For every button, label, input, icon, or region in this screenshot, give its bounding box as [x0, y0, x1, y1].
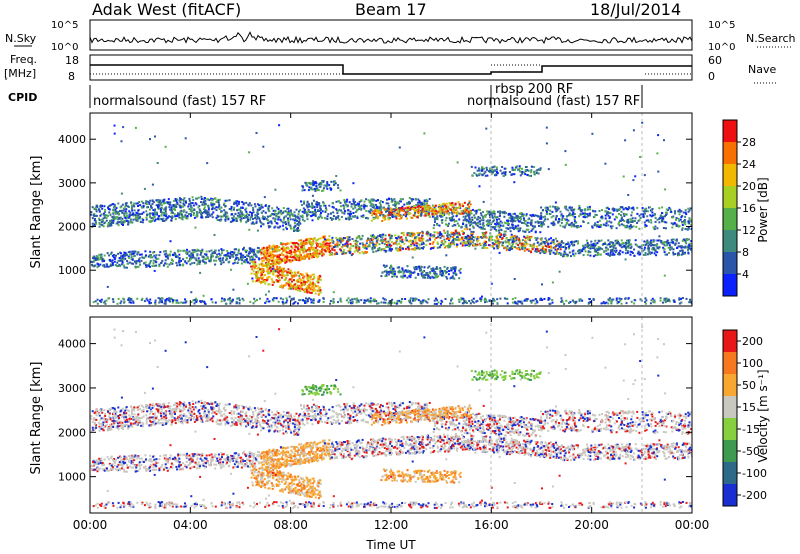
y-tick-label: 1000 [58, 264, 86, 277]
x-tick-label: 20:00 [574, 518, 609, 532]
cpid-label: CPID [8, 91, 37, 104]
x-tick-label: 16:00 [474, 518, 509, 532]
colorbar-segment [723, 374, 737, 396]
nsky-tick-top-right: 10^5 [708, 20, 735, 31]
freq-tick-bottom: 8 [68, 70, 75, 83]
date-label: 18/Jul/2014 [590, 0, 681, 19]
velocity-colorbar-label: Velocity [m s⁻¹] [756, 369, 770, 462]
colorbar-tick: 16 [742, 202, 756, 215]
colorbar-tick: 15 [742, 401, 756, 414]
freq-label: Freq. [10, 53, 37, 66]
cpid-segment-1: normalsound (fast) 157 RF [93, 94, 266, 109]
colorbar-segment [723, 274, 737, 296]
colorbar-segment [723, 462, 737, 484]
y-tick-label: 4000 [58, 338, 86, 351]
y-tick-label: 4000 [58, 133, 86, 146]
x-tick-label: 04:00 [173, 518, 208, 532]
y-tick-label: 3000 [58, 382, 86, 395]
colorbar-tick: 50 [742, 379, 756, 392]
colorbar-tick: 200 [742, 335, 763, 348]
nave-tick-bottom: 0 [708, 70, 715, 83]
x-tick-label: 00:00 [675, 518, 710, 532]
cpid-segment-3: normalsound (fast) 157 RF [467, 94, 640, 109]
colorbar-segment [723, 484, 737, 506]
y-tick-label: 1000 [58, 471, 86, 484]
colorbar-segment [723, 120, 737, 142]
nsky-tick-top: 10^5 [51, 20, 78, 31]
colorbar-tick: 28 [742, 136, 756, 149]
colorbar-segment [723, 352, 737, 374]
colorbar-segment [723, 440, 737, 462]
colorbar-segment [723, 208, 737, 230]
power-colorbar: 4 8 12 16 20 24 28 [722, 119, 756, 297]
colorbar-segment [723, 252, 737, 274]
power-panel: 1000 2000 3000 4000 Slant Range [km] [29, 112, 693, 307]
cpid-panel: CPID normalsound (fast) 157 RF rbsp 200 … [8, 82, 643, 109]
x-tick-label: 00:00 [73, 518, 108, 532]
time-axis-label: Time UT [365, 538, 416, 552]
nsky-tick-bottom: 10^0 [51, 42, 78, 53]
power-colorbar-label: Power [dB] [756, 177, 770, 242]
colorbar-tick: -15 [742, 423, 760, 436]
nsky-panel: N.Sky 10^5 10^0 10^5 10^0 N.Search [5, 19, 796, 53]
nave-label: Nave [748, 63, 776, 76]
y-tick-label: 2000 [58, 426, 86, 439]
nsky-label: N.Sky [5, 32, 37, 45]
nsearch-label: N.Search [746, 32, 796, 45]
colorbar-segment [723, 230, 737, 252]
beam-label: Beam 17 [355, 0, 427, 19]
nave-tick-top: 60 [708, 54, 722, 67]
colorbar-tick: -200 [742, 489, 767, 502]
x-tick-label: 12:00 [374, 518, 409, 532]
colorbar-tick: -100 [742, 467, 767, 480]
colorbar-tick: 4 [742, 268, 749, 281]
colorbar-tick: 100 [742, 357, 763, 370]
colorbar-tick: 20 [742, 180, 756, 193]
colorbar-tick: -50 [742, 445, 760, 458]
colorbar-segment [723, 164, 737, 186]
freq-unit: [MHz] [4, 67, 36, 80]
y-tick-label: 2000 [58, 221, 86, 234]
colorbar-segment [723, 142, 737, 164]
x-tick-label: 08:00 [273, 518, 308, 532]
freq-panel: Freq. [MHz] 18 8 60 0 Nave [4, 53, 776, 84]
velocity-panel: 1000 2000 3000 4000 00:00 04:00 08:00 12:00 16:0… [29, 316, 710, 552]
freq-tick-top: 18 [65, 54, 79, 67]
cpid-segment-2: rbsp 200 RF [495, 82, 573, 97]
colorbar-tick: 8 [742, 246, 749, 259]
velocity-colorbar: 200 100 50 15 -15 -50 -100 -200 [722, 329, 767, 507]
colorbar-segment [723, 418, 737, 440]
colorbar-segment [723, 186, 737, 208]
colorbar-segment [723, 396, 737, 418]
colorbar-tick: 24 [742, 158, 756, 171]
nsky-tick-bottom-right: 10^0 [708, 42, 735, 53]
velocity-ylabel: Slant Range [km] [29, 362, 44, 475]
power-ylabel: Slant Range [km] [29, 156, 44, 269]
colorbar-segment [723, 330, 737, 352]
colorbar-tick: 12 [742, 224, 756, 237]
figure-title: Adak West (fitACF) [92, 0, 241, 19]
y-tick-label: 3000 [58, 177, 86, 190]
